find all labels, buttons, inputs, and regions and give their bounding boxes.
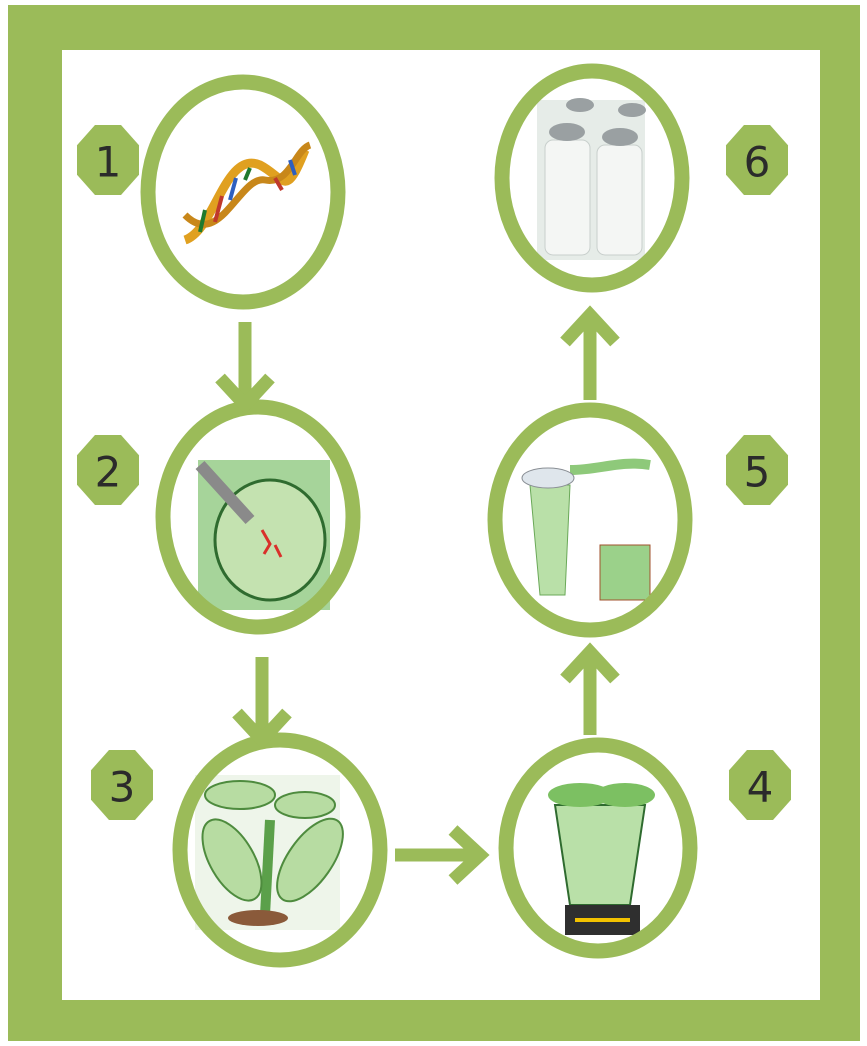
- step-number: 1: [95, 138, 122, 187]
- step-number: 3: [109, 763, 136, 812]
- step-number: 4: [747, 763, 774, 812]
- plant-illustration: [190, 775, 355, 930]
- step-number: 5: [744, 448, 771, 497]
- cell-injection-illustration: [198, 460, 330, 610]
- filter-illustration: [515, 460, 655, 605]
- step-number: 6: [744, 138, 771, 187]
- vials-illustration: [537, 98, 646, 260]
- step-number: 2: [95, 448, 122, 497]
- diagram: 1 2 3 4 5 6: [0, 0, 867, 1046]
